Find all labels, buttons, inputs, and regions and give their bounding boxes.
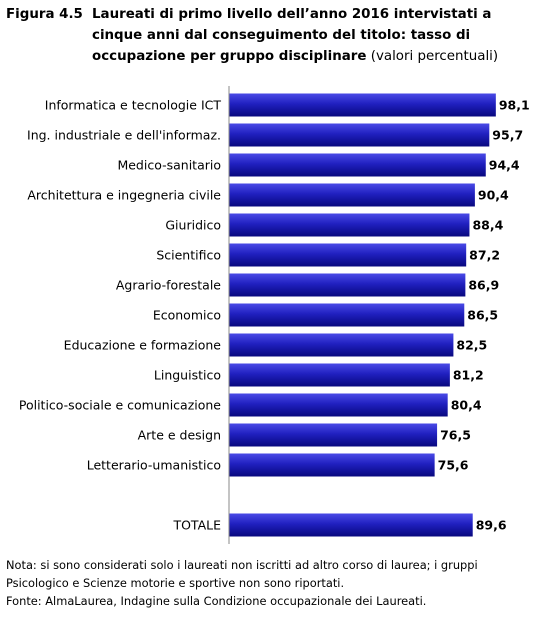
value-label-10: 80,4 bbox=[451, 398, 482, 413]
note-line-2: Psicologico e Scienze motorie e sportive… bbox=[6, 576, 345, 590]
bar-11 bbox=[229, 423, 438, 447]
value-label-0: 98,1 bbox=[499, 98, 530, 113]
category-label-6: Agrario-forestale bbox=[116, 278, 221, 293]
value-label-6: 86,9 bbox=[468, 278, 499, 293]
figure-label: Figura 4.5 bbox=[6, 7, 83, 22]
value-label-8: 82,5 bbox=[456, 338, 487, 353]
category-label-total: TOTALE bbox=[172, 518, 221, 533]
source-line: Fonte: AlmaLaurea, Indagine sulla Condiz… bbox=[6, 594, 427, 608]
value-label-2: 94,4 bbox=[489, 158, 520, 173]
bar-4 bbox=[229, 213, 470, 237]
bar-7 bbox=[229, 303, 465, 327]
value-label-9: 81,2 bbox=[453, 368, 484, 383]
category-label-3: Architettura e ingegneria civile bbox=[27, 188, 221, 203]
bar-9 bbox=[229, 363, 450, 387]
bar-chart: Informatica e tecnologie ICT 98,1 Ing. ind… bbox=[19, 86, 530, 544]
value-label-3: 90,4 bbox=[478, 188, 509, 203]
bar-1 bbox=[229, 123, 490, 147]
notes-block: Nota: si sono considerati solo i laureat… bbox=[6, 556, 532, 610]
bar-3 bbox=[229, 183, 475, 207]
bar-2 bbox=[229, 153, 486, 177]
figure-header: Figura 4.5 Laureati di primo livello del… bbox=[6, 4, 530, 67]
category-label-8: Educazione e formazione bbox=[64, 338, 222, 353]
category-label-5: Scientifico bbox=[156, 248, 221, 263]
note-line-1: Nota: si sono considerati solo i laureat… bbox=[6, 558, 478, 572]
category-label-11: Arte e design bbox=[138, 428, 221, 443]
value-label-5: 87,2 bbox=[469, 248, 500, 263]
value-label-12: 75,6 bbox=[438, 458, 469, 473]
category-label-4: Giuridico bbox=[165, 218, 221, 233]
figure-title: Laureati di primo livello dell’anno 2016… bbox=[92, 7, 492, 64]
bar-12 bbox=[229, 453, 435, 477]
bar-6 bbox=[229, 273, 466, 297]
bar-10 bbox=[229, 393, 448, 417]
bar-8 bbox=[229, 333, 454, 357]
category-label-10: Politico-sociale e comunicazione bbox=[19, 398, 221, 413]
value-label-total: 89,6 bbox=[476, 518, 507, 533]
figure-subtitle: (valori percentuali) bbox=[370, 49, 499, 64]
bar-0 bbox=[229, 93, 496, 117]
category-label-12: Letterario-umanistico bbox=[87, 458, 221, 473]
value-label-4: 88,4 bbox=[472, 218, 503, 233]
category-label-2: Medico-sanitario bbox=[117, 158, 221, 173]
figure-title-block: Laureati di primo livello dell’anno 2016… bbox=[92, 4, 530, 67]
value-label-7: 86,5 bbox=[467, 308, 498, 323]
value-label-1: 95,7 bbox=[492, 128, 523, 143]
bar-total bbox=[229, 513, 473, 537]
category-label-1: Ing. industriale e dell'informaz. bbox=[27, 128, 221, 143]
value-label-11: 76,5 bbox=[440, 428, 471, 443]
category-label-7: Economico bbox=[153, 308, 221, 323]
category-label-9: Linguistico bbox=[154, 368, 221, 383]
bars-group: Informatica e tecnologie ICT 98,1 Ing. ind… bbox=[19, 93, 530, 537]
category-label-0: Informatica e tecnologie ICT bbox=[45, 98, 222, 113]
bar-5 bbox=[229, 243, 467, 267]
